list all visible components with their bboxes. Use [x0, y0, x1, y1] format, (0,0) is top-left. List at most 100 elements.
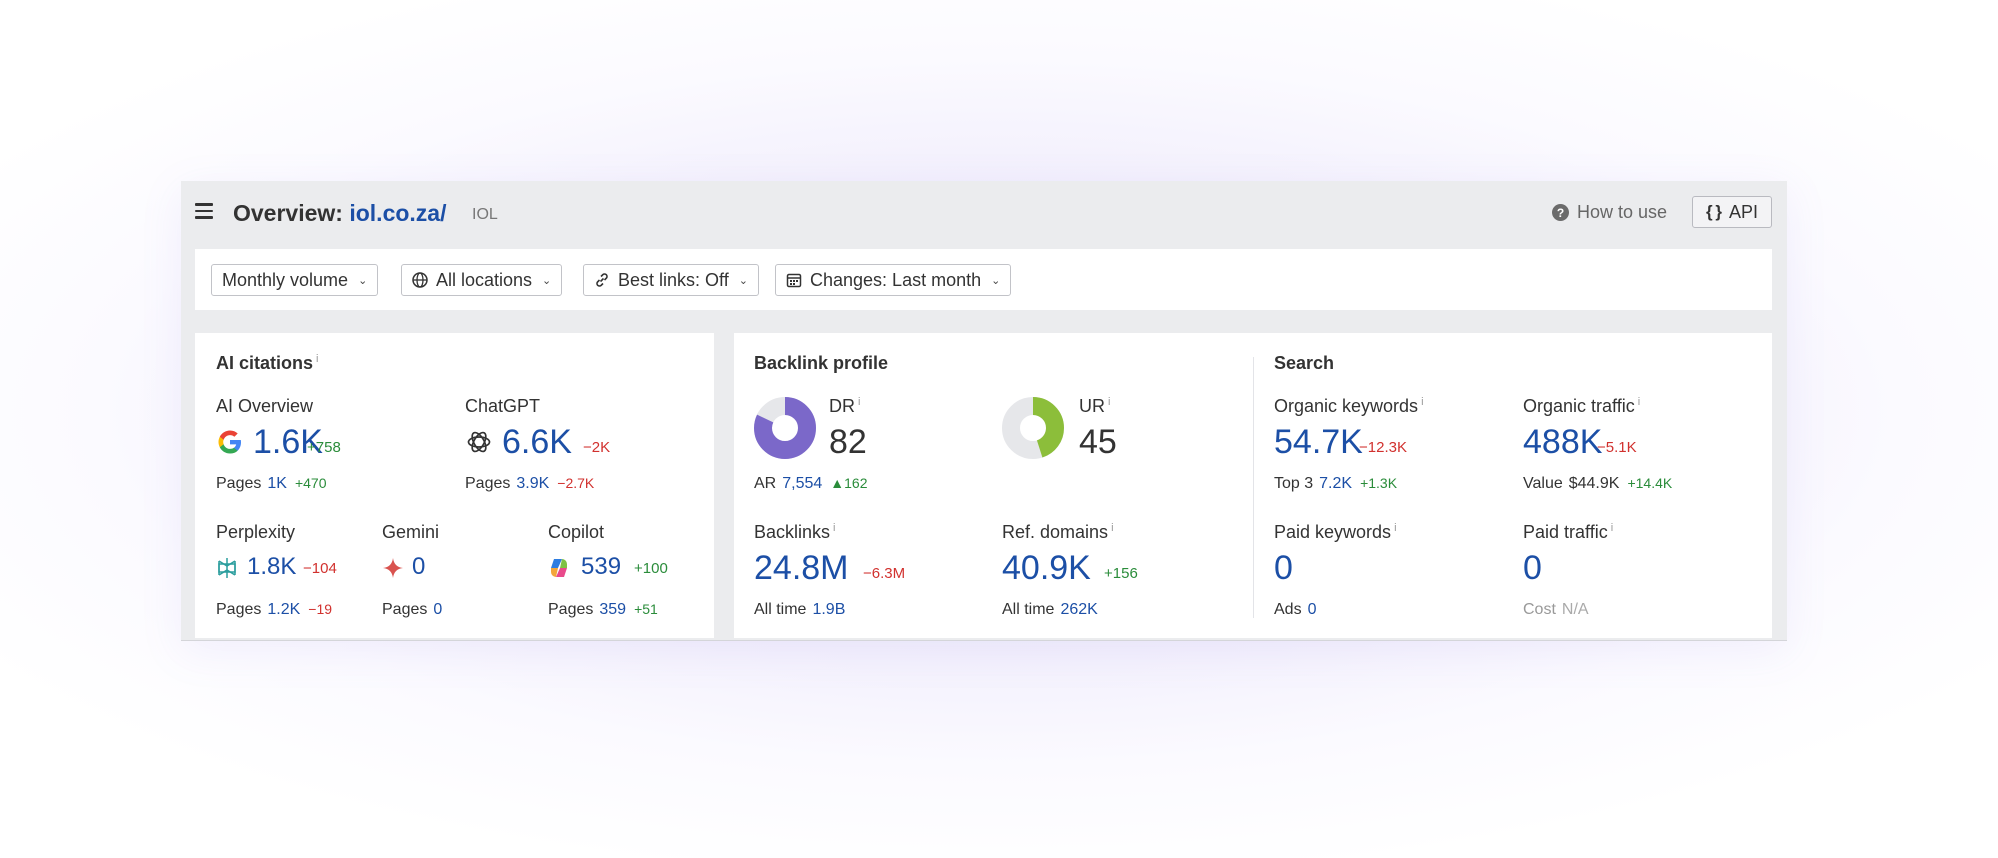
best-links-dropdown[interactable]: Best links: Off ⌄: [583, 264, 759, 296]
top3-value[interactable]: 7.2K: [1319, 475, 1353, 492]
ref-domains-value[interactable]: 40.9K: [1002, 549, 1091, 587]
info-icon[interactable]: i: [858, 396, 861, 408]
chevron-down-icon: ⌄: [542, 274, 552, 287]
organic-traffic-label: Organic traffic i: [1523, 396, 1640, 417]
backlinks-label: Backlinks i: [754, 522, 835, 543]
gemini-icon: [383, 558, 403, 578]
all-time-label: All time: [1002, 601, 1055, 618]
changes-dropdown[interactable]: Changes: Last month ⌄: [775, 264, 1012, 296]
how-to-use-link[interactable]: ? How to use: [1552, 202, 1667, 223]
perplexity-icon: [218, 558, 236, 578]
locations-dropdown[interactable]: All locations ⌄: [401, 264, 563, 296]
info-icon[interactable]: i: [1108, 396, 1111, 408]
ur-value: 45: [1079, 423, 1117, 461]
paid-keywords-ads: Ads 0: [1274, 601, 1316, 619]
perplexity-label: Perplexity: [216, 522, 296, 542]
ai-overview-value[interactable]: 1.6K: [253, 423, 323, 461]
ar-delta-text: 162: [844, 475, 868, 491]
pages-value[interactable]: 0: [433, 601, 443, 618]
volume-dropdown[interactable]: Monthly volume ⌄: [211, 264, 379, 296]
ai-overview-delta: +758: [307, 439, 341, 456]
info-icon[interactable]: i: [316, 353, 319, 365]
traffic-value-delta: +14.4K: [1627, 475, 1673, 491]
ur-donut-chart: [1002, 397, 1064, 459]
copilot-icon: [551, 559, 567, 577]
api-button[interactable]: { } API: [1692, 196, 1772, 228]
all-time-label: All time: [754, 601, 807, 618]
ar-label: AR: [754, 475, 777, 492]
overview-panel: Overview: iol.co.za/ IOL ? How to use { …: [181, 181, 1787, 641]
how-to-use-label: How to use: [1577, 202, 1668, 222]
chatgpt-value[interactable]: 6.6K: [502, 423, 572, 461]
ai-citations-card: AI citations i AI Overview 1.6K +758 Page…: [195, 333, 714, 638]
organic-keywords-top3: Top 3 7.2K +1.3K: [1274, 475, 1397, 493]
ai-overview-pages: Pages 1K +470: [216, 475, 327, 493]
organic-traffic-value[interactable]: 488K: [1523, 423, 1603, 461]
copilot-label: Copilot: [548, 522, 605, 542]
traffic-value: $44.9K: [1568, 475, 1620, 492]
all-time-value[interactable]: 1.9B: [812, 601, 846, 618]
target-domain-link[interactable]: iol.co.za/: [349, 200, 447, 226]
chatgpt-icon: [467, 431, 491, 453]
google-icon: [218, 430, 241, 454]
pages-value[interactable]: 3.9K: [516, 475, 550, 492]
info-icon[interactable]: i: [1111, 522, 1114, 534]
value-label: Value: [1523, 475, 1563, 492]
pages-value[interactable]: 1K: [267, 475, 287, 492]
ar-value[interactable]: 7,554: [782, 475, 823, 492]
backlink-profile-title: Backlink profile: [754, 353, 889, 373]
pages-value[interactable]: 1.2K: [267, 601, 301, 618]
ur-label-text: UR: [1079, 396, 1105, 416]
ur-donut-arc: [1002, 397, 1064, 459]
pages-delta: +470: [294, 475, 327, 491]
api-label: API: [1728, 201, 1758, 222]
info-icon[interactable]: i: [1610, 522, 1614, 534]
chevron-down-icon: ⌄: [991, 274, 1001, 287]
all-time-value[interactable]: 262K: [1060, 601, 1098, 618]
chevron-down-icon: ⌄: [738, 274, 748, 287]
pages-value[interactable]: 359: [599, 601, 627, 618]
paid-keywords-label-text: Paid keywords: [1274, 522, 1392, 542]
top3-label: Top 3: [1274, 475, 1314, 492]
changes-dropdown-label: Changes: Last month: [810, 269, 982, 290]
cost-value: N/A: [1561, 601, 1589, 618]
ads-value[interactable]: 0: [1307, 601, 1317, 618]
backlinks-value[interactable]: 24.8M: [754, 549, 849, 587]
dr-label-text: DR: [829, 396, 855, 416]
gemini-label: Gemini: [382, 522, 440, 542]
gemini-value[interactable]: 0: [412, 553, 426, 580]
perplexity-pages: Pages 1.2K −19: [216, 601, 332, 619]
braces-icon: { }: [1706, 202, 1722, 221]
globe-icon: [412, 272, 428, 288]
organic-keywords-value[interactable]: 54.7K: [1274, 423, 1363, 461]
help-icon: ?: [1552, 204, 1569, 221]
pages-delta: −2.7K: [557, 475, 595, 491]
chatgpt-delta: −2K: [583, 439, 611, 456]
ref-domains-delta: +156: [1104, 565, 1138, 582]
pages-delta: +51: [634, 601, 658, 617]
copilot-delta: +100: [634, 560, 668, 577]
section-divider: [1253, 357, 1254, 618]
volume-dropdown-label: Monthly volume: [222, 269, 349, 290]
chevron-down-icon: ⌄: [358, 274, 368, 287]
page-header: Overview: iol.co.za/ IOL ? How to use { …: [181, 181, 1787, 247]
menu-icon[interactable]: [195, 203, 213, 221]
paid-keywords-value[interactable]: 0: [1274, 549, 1293, 587]
paid-traffic-value[interactable]: 0: [1523, 549, 1542, 587]
ar-row: AR 7,554 ▲162: [754, 475, 868, 493]
backlink-search-card: Backlink profile DR i 82 AR 7,554 ▲162 UR i …: [734, 333, 1772, 638]
chatgpt-label: ChatGPT: [465, 396, 541, 416]
dr-donut-chart: [754, 397, 816, 459]
link-icon: [596, 273, 608, 287]
perplexity-delta: −104: [303, 560, 337, 577]
info-icon[interactable]: i: [1394, 522, 1397, 534]
info-icon[interactable]: i: [1421, 396, 1424, 408]
perplexity-value[interactable]: 1.8K: [247, 553, 297, 580]
dr-label: DR i: [829, 396, 860, 417]
info-icon[interactable]: i: [833, 522, 836, 534]
dr-value: 82: [829, 423, 867, 461]
ai-citations-title: AI citations i: [216, 353, 318, 374]
info-icon[interactable]: i: [1637, 396, 1641, 408]
locations-dropdown-label: All locations: [436, 269, 533, 290]
copilot-value[interactable]: 539: [581, 553, 622, 580]
